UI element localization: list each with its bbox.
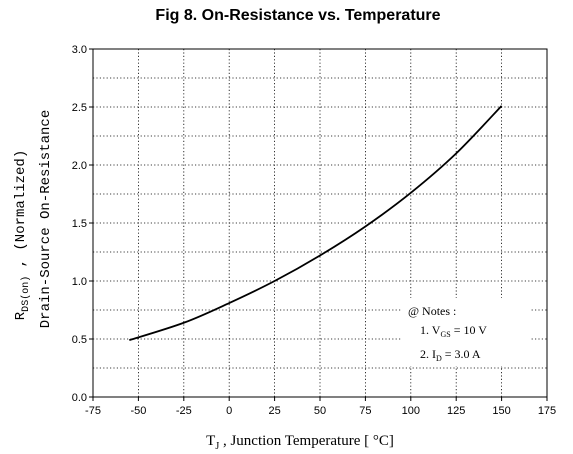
y-tick-label: 1.5: [72, 218, 87, 230]
y-tick-label: 1.0: [72, 276, 87, 288]
x-tick-label: 0: [226, 405, 232, 417]
x-tick-label: 25: [268, 405, 280, 417]
notes-header: @ Notes :: [408, 304, 456, 318]
x-tick-label: 100: [402, 405, 420, 417]
y-tick-label: 0.5: [72, 334, 87, 346]
notes: @ Notes : 1. VGS = 10 V 2. ID = 3.0 A: [408, 304, 487, 363]
y-axis-label-line-2: Drain-Source On-Resistance: [38, 110, 54, 328]
notes-line-2: 2. ID = 3.0 A: [420, 347, 481, 363]
y-tick-label: 3.0: [72, 44, 87, 56]
y-tick-label: 2.0: [72, 160, 87, 172]
x-tick-label: -75: [85, 405, 101, 417]
axis-ticks: -75 -50 -25 0 25 50 75 100 125 150 175 0.0 0.5 1.0 1.5…: [72, 44, 556, 417]
x-tick-label: 50: [314, 405, 326, 417]
x-axis-label: TJ , Junction Temperature [ °C]: [206, 433, 394, 452]
x-tick-label: -25: [176, 405, 192, 417]
y-tick-label: 2.5: [72, 102, 87, 114]
notes-line-1: 1. VGS = 10 V: [420, 323, 487, 339]
y-axis-label-line-1: RDS(on) , (Normalized): [13, 150, 32, 320]
x-tick-label: 175: [538, 405, 556, 417]
x-tick-label: 125: [447, 405, 465, 417]
chart-title: Fig 8. On-Resistance vs. Temperature: [155, 7, 440, 24]
y-tick-label: 0.0: [72, 392, 87, 404]
series-layer: [129, 105, 503, 342]
x-tick-label: 75: [359, 405, 371, 417]
x-tick-label: 150: [492, 405, 510, 417]
x-tick-label: -50: [130, 405, 146, 417]
notes-box: [402, 298, 530, 366]
series-line: [129, 105, 503, 342]
